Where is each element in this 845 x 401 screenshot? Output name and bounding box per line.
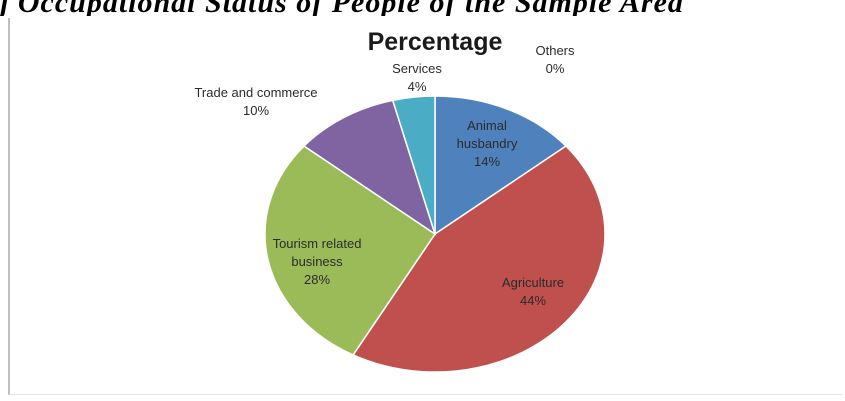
chart-title: Percentage <box>368 28 503 56</box>
pie-slice-agriculture <box>351 145 606 373</box>
data-label-trade-and-commerce: Trade and commerce 10% <box>194 85 317 118</box>
pie-slice-animal-husbandry <box>434 95 568 236</box>
data-label-animal-husbandry: Animal husbandry 14% <box>457 118 518 169</box>
data-label-tourism-related-business: Tourism related business 28% <box>273 236 362 287</box>
pie-labels: Animal husbandry 14% Agriculture 44% Tourism … <box>194 43 575 308</box>
data-label-agriculture: Agriculture 44% <box>502 275 564 308</box>
pie-slice-trade-and-commerce <box>302 99 437 236</box>
data-label-others: Others 0% <box>535 43 575 76</box>
data-label-services: Services 4% <box>392 61 442 94</box>
cut-off-heading: j Occupational Status of People of the S… <box>0 0 845 16</box>
pie-slice-services <box>391 95 436 235</box>
pie-slices <box>264 95 606 373</box>
cut-off-heading-text: j Occupational Status of People of the S… <box>0 0 684 16</box>
pie-slice-tourism-related-business <box>264 145 437 356</box>
